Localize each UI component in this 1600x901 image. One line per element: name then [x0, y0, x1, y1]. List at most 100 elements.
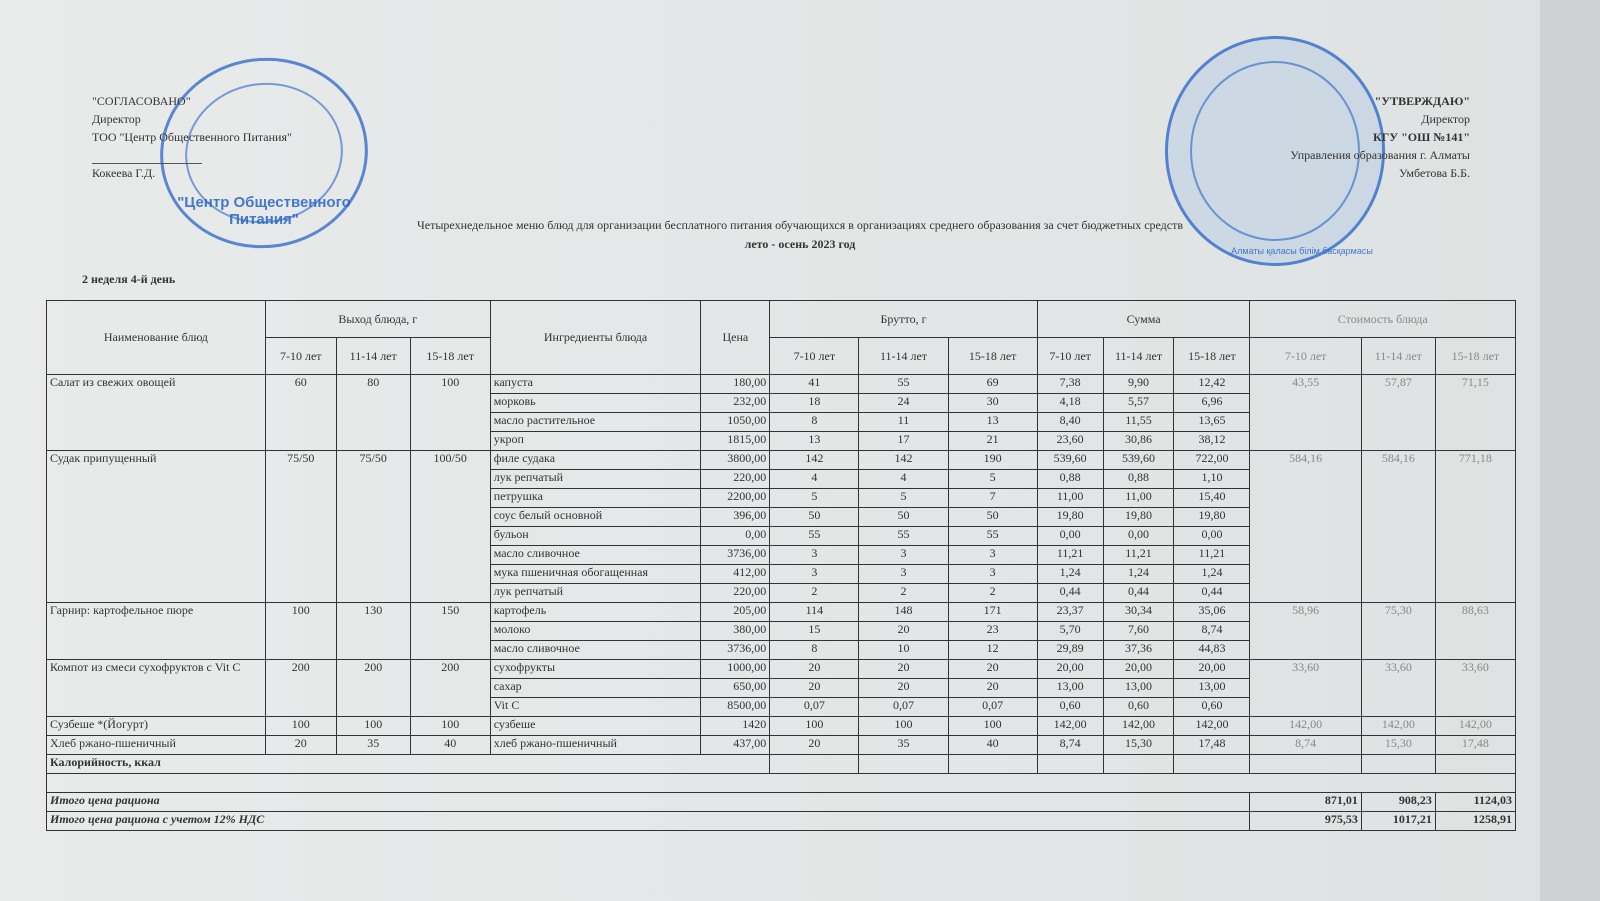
- brutto: 50: [858, 507, 949, 527]
- ingredient-name: молоко: [489, 621, 702, 641]
- sum: 6,96: [1173, 393, 1251, 413]
- ingredient-price: 2200,00: [700, 488, 771, 508]
- header-sum: Сумма: [1036, 300, 1251, 338]
- dish-cost: 17,48: [1434, 735, 1517, 755]
- dish-cost: 43,55: [1249, 374, 1362, 451]
- dish-cost: 33,60: [1360, 659, 1436, 717]
- brutto: 5: [769, 488, 860, 508]
- sum: 44,83: [1173, 640, 1251, 660]
- dish-cost: 142,00: [1249, 716, 1362, 736]
- brutto: 3: [858, 564, 949, 584]
- sum: 13,00: [1102, 678, 1175, 698]
- sum: 23,60: [1036, 431, 1104, 451]
- brutto: 3: [769, 564, 860, 584]
- brutto: 20: [858, 621, 949, 641]
- approval-block-right: "УТВЕРЖДАЮ" Директор КГУ "ОШ №141" Управ…: [1290, 92, 1470, 182]
- table-row: сахар 650,00 20 20 20 13,00 13,00 13,00: [47, 678, 1516, 698]
- brutto: 2: [769, 583, 860, 603]
- age-header: 15-18 лет: [947, 337, 1038, 375]
- ingredient-name: бульон: [489, 526, 702, 546]
- dish-output: 80: [335, 374, 411, 451]
- brutto: 69: [947, 374, 1038, 394]
- brutto: 4: [858, 469, 949, 489]
- sum: 19,80: [1036, 507, 1104, 527]
- sum: 1,24: [1102, 564, 1175, 584]
- brutto: 100: [769, 716, 860, 736]
- brutto: 20: [858, 659, 949, 679]
- sum: 0,44: [1173, 583, 1251, 603]
- sum: 37,36: [1102, 640, 1175, 660]
- dish-name: Салат из свежих овощей: [46, 374, 266, 451]
- sum: 0,60: [1036, 697, 1104, 717]
- ingredient-price: 380,00: [700, 621, 771, 641]
- ingredient-price: 232,00: [700, 393, 771, 413]
- ingredient-price: 412,00: [700, 564, 771, 584]
- sum: 1,24: [1173, 564, 1251, 584]
- total-value: 1017,21: [1360, 811, 1436, 831]
- dish-output: 35: [335, 735, 411, 755]
- dish-cost: 33,60: [1249, 659, 1362, 717]
- brutto: 15: [769, 621, 860, 641]
- sum: 11,00: [1102, 488, 1175, 508]
- header-row: Наименование блюд Выход блюда, г Ингреди…: [46, 300, 1516, 375]
- sum: 8,40: [1036, 412, 1104, 432]
- brutto: 3: [858, 545, 949, 565]
- ingredient-price: 1420: [700, 716, 771, 736]
- sum: 30,86: [1102, 431, 1175, 451]
- table-row: Хлеб ржано-пшеничный 20 35 40 хлеб ржано-пше…: [46, 735, 1517, 755]
- age-header: 15-18 лет: [409, 337, 491, 375]
- brutto: 114: [769, 602, 860, 622]
- ingredient-name: лук репчатый: [489, 583, 702, 603]
- sum: 7,60: [1102, 621, 1175, 641]
- ingredient-name: хлеб ржано-пшеничный: [489, 735, 702, 755]
- ingredient-name: петрушка: [489, 488, 702, 508]
- ingredient-price: 8500,00: [700, 697, 771, 717]
- dish-name: Хлеб ржано-пшеничный: [46, 735, 266, 755]
- sum: 20,00: [1036, 659, 1104, 679]
- table-row: бульон 0,00 55 55 55 0,00 0,00 0,00: [47, 526, 1516, 546]
- dish-output: 40: [409, 735, 491, 755]
- spacer-row: [46, 773, 1516, 793]
- ingredient-name: масло сливочное: [489, 640, 702, 660]
- dish-output: 130: [335, 602, 411, 660]
- ingredient-price: 396,00: [700, 507, 771, 527]
- dish-cost: 88,63: [1434, 602, 1517, 660]
- ingredient-name: капуста: [489, 374, 702, 394]
- sum: 539,60: [1102, 450, 1175, 470]
- calories-value: [1249, 754, 1362, 774]
- brutto: 55: [858, 526, 949, 546]
- dish-output: 200: [335, 659, 411, 717]
- age-header: 7-10 лет: [1036, 337, 1104, 375]
- brutto: 5: [947, 469, 1038, 489]
- approval-block-left: "СОГЛАСОВАНО" Директор ТОО "Центр Общест…: [92, 92, 292, 182]
- brutto: 21: [947, 431, 1038, 451]
- sum: 0,44: [1102, 583, 1175, 603]
- calories-label: Калорийность, ккал: [45, 754, 771, 774]
- dish-output: 150: [409, 602, 491, 660]
- calories-value: [1434, 754, 1517, 774]
- dish-name: Сузбеше *(Йогурт): [46, 716, 266, 736]
- sum: 15,40: [1173, 488, 1251, 508]
- brutto: 40: [947, 735, 1038, 755]
- brutto: 8: [769, 412, 860, 432]
- brutto: 7: [947, 488, 1038, 508]
- dish-output: 75/50: [335, 450, 411, 603]
- ingredient-name: картофель: [489, 602, 702, 622]
- table-row: Vit C 8500,00 0,07 0,07 0,07 0,60 0,60 0,60: [47, 697, 1516, 717]
- age-header: 7-10 лет: [1249, 337, 1362, 375]
- brutto: 0,07: [769, 697, 860, 717]
- brutto: 100: [858, 716, 949, 736]
- brutto: 3: [947, 564, 1038, 584]
- brutto: 20: [769, 735, 860, 755]
- dish-output: 100: [335, 716, 411, 736]
- ingredient-price: 180,00: [700, 374, 771, 394]
- calories-value: [1173, 754, 1251, 774]
- sum: 11,21: [1036, 545, 1104, 565]
- brutto: 23: [947, 621, 1038, 641]
- total-value: 871,01: [1249, 792, 1362, 812]
- table-row: мука пшеничная обогащенная 412,00 3 3 3 1,24 1…: [47, 564, 1516, 584]
- menu-table: Наименование блюд Выход блюда, г Ингреди…: [45, 300, 1517, 831]
- sum: 12,42: [1173, 374, 1251, 394]
- ingredient-price: 3800,00: [700, 450, 771, 470]
- age-header: 11-14 лет: [1360, 337, 1436, 375]
